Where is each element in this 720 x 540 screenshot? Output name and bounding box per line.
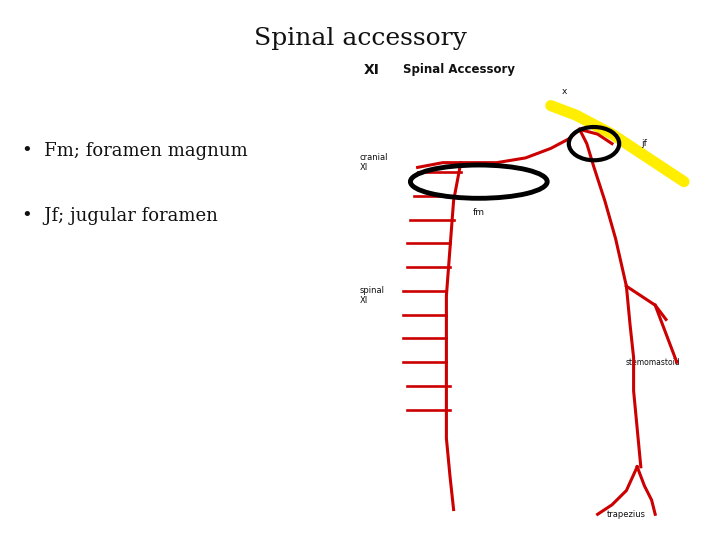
Text: Spinal accessory: Spinal accessory xyxy=(253,27,467,50)
Text: Spinal Accessory: Spinal Accessory xyxy=(403,63,516,76)
Text: x: x xyxy=(562,87,567,96)
Text: jf: jf xyxy=(641,139,647,148)
Text: stemomastoid: stemomastoid xyxy=(626,357,680,367)
Text: trapezius: trapezius xyxy=(607,510,646,519)
Text: •  Fm; foramen magnum: • Fm; foramen magnum xyxy=(22,142,248,160)
Text: cranial
XI: cranial XI xyxy=(360,153,389,172)
Text: •  Jf; jugular foramen: • Jf; jugular foramen xyxy=(22,207,217,225)
Text: spinal
XI: spinal XI xyxy=(360,286,385,306)
Text: XI: XI xyxy=(364,63,379,77)
Text: fm: fm xyxy=(473,208,485,217)
